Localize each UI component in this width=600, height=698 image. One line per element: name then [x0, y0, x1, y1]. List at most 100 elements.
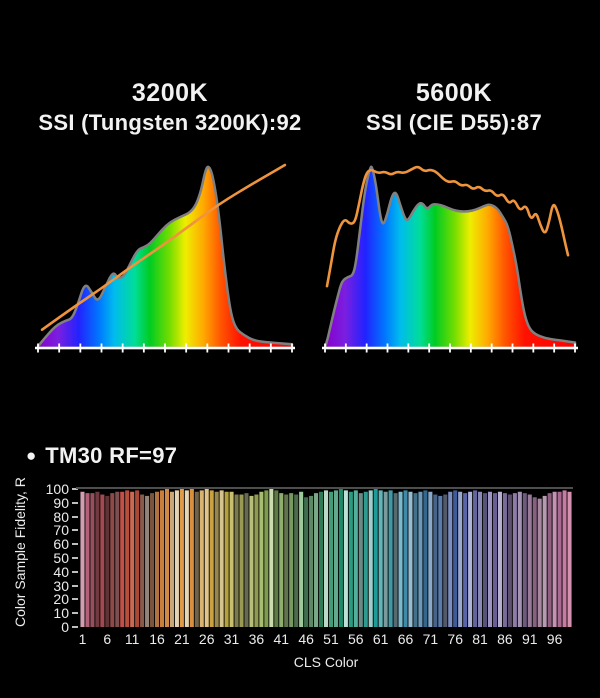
tm30-bar [428, 491, 433, 627]
bullet-icon: ● [26, 446, 37, 465]
x-tick-label: 11 [124, 631, 140, 647]
tm30-bar [115, 491, 120, 627]
spectrum-area-5600k [323, 165, 577, 350]
tm30-bar [557, 491, 562, 627]
tm30-bar [483, 493, 488, 627]
x-tick-label: 66 [397, 631, 414, 647]
y-tick-label: 40 [53, 563, 69, 580]
tm30-bar [120, 491, 125, 627]
y-tick-label: 50 [53, 550, 69, 566]
tm30-bar [522, 493, 527, 627]
tm30-bar [90, 493, 95, 627]
tm30-bar [338, 489, 343, 627]
tm30-bar [85, 493, 90, 627]
tm30-bar-plot [80, 489, 572, 627]
tm30-bar [423, 490, 428, 627]
y-tick-mark [72, 543, 78, 546]
tm30-bar [393, 493, 398, 627]
tm30-bar [214, 491, 219, 627]
y-tick-label: 0 [61, 619, 69, 635]
x-tick-label: 6 [103, 631, 112, 647]
tm30-bar [463, 493, 468, 627]
tm30-bar [140, 494, 145, 627]
tm30-bar [323, 490, 329, 627]
tm30-bar [244, 493, 249, 627]
tm30-bar [348, 491, 353, 627]
tm30-bar [279, 493, 284, 627]
tm30-bar [487, 491, 493, 627]
tm30-bar [547, 493, 552, 627]
tm30-bar [284, 494, 289, 627]
tm30-bar [209, 490, 214, 627]
x-tick-label: 61 [372, 631, 389, 647]
tm30-bar [343, 490, 348, 627]
spd-3200k-title: 3200K [131, 79, 209, 107]
tm30-bar [289, 493, 294, 627]
y-tick-mark [72, 626, 78, 628]
tm30-rf-score: TM30 RF=97 [45, 443, 178, 468]
spd-3200k-title-block: 3200K SSI (Tungsten 3200K):92 [15, 80, 325, 136]
tm30-bar [532, 497, 537, 627]
x-tick-label: 96 [546, 631, 563, 647]
tm30-bar [100, 494, 105, 627]
tm30-bar [567, 491, 572, 627]
tm30-bar [269, 489, 274, 627]
tm30-bar [438, 495, 443, 627]
tm30-bar [135, 490, 140, 627]
tm30-x-axis-label: CLS Color [293, 654, 359, 670]
tm30-bar [378, 490, 383, 627]
tm30-bar [353, 490, 358, 627]
y-tick-mark [72, 501, 78, 504]
y-tick-mark [72, 488, 78, 490]
tm30-bar [274, 490, 279, 627]
tm30-bar [453, 490, 458, 627]
tm30-bar [264, 490, 269, 627]
tm30-bar [527, 494, 532, 627]
tm30-bar [224, 491, 229, 627]
y-tick-mark [72, 570, 78, 573]
tm30-bar [552, 491, 557, 627]
spd-chart-5600k [322, 165, 578, 353]
tm30-bar [194, 491, 199, 627]
tm30-bar [299, 491, 304, 627]
tm30-bar [333, 490, 338, 627]
x-tick-label: 16 [149, 631, 165, 647]
tm30-bar [328, 491, 333, 627]
spd-3200k-ssi-score: SSI (Tungsten 3200K):92 [38, 110, 302, 135]
tm30-bar [174, 490, 179, 627]
tm30-bar [169, 491, 174, 627]
spd-5600k-title: 5600K [415, 79, 493, 107]
y-tick-mark [72, 529, 78, 532]
tm30-bar [468, 491, 473, 627]
y-tick-label: 20 [53, 591, 69, 608]
y-tick-mark [72, 598, 78, 601]
tm30-bar [294, 494, 299, 627]
tm30-bar [229, 491, 234, 627]
y-tick-mark [72, 515, 78, 518]
x-tick-label: 46 [298, 631, 314, 647]
tm30-bar [408, 491, 413, 627]
x-tick-label: 76 [447, 631, 463, 647]
tm30-bar [497, 491, 502, 627]
tm30-bar [110, 493, 115, 627]
tm30-bar [164, 489, 169, 627]
tm30-bar [458, 491, 463, 627]
tm30-bar [373, 489, 378, 627]
tm30-bar [254, 494, 259, 627]
tm30-bar [433, 494, 438, 627]
tm30-bar [398, 491, 403, 627]
tm30-bar [314, 493, 319, 627]
tm30-bar [150, 493, 155, 627]
tm30-bar [189, 489, 194, 627]
x-axis-ticks-3200k [37, 343, 293, 353]
x-tick-label: 91 [521, 631, 538, 647]
tm30-reference-line-100 [76, 487, 573, 489]
y-tick-label: 100 [45, 481, 69, 497]
tm30-bar [403, 490, 408, 627]
tm30-bar [204, 489, 209, 627]
spd-chart-3200k [35, 163, 295, 353]
y-tick-label: 90 [53, 494, 69, 511]
tm30-bar [145, 495, 150, 627]
tm30-bar [95, 491, 100, 627]
y-tick-label: 70 [53, 522, 69, 539]
